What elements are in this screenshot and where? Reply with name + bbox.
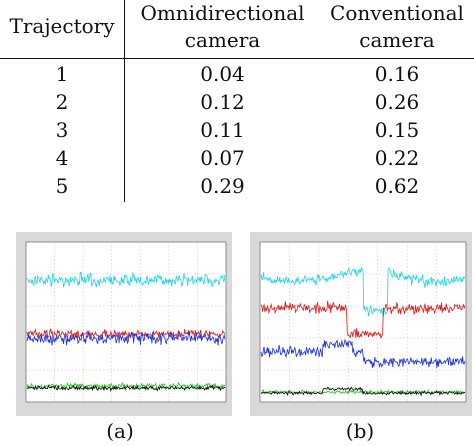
trace-cyan <box>26 271 226 288</box>
table-row: 2 0.12 0.26 <box>0 88 474 116</box>
trace-green <box>26 381 226 392</box>
caption-a: (a) <box>106 419 134 443</box>
header-rule <box>0 58 474 59</box>
cell-conv: 0.62 <box>374 174 420 198</box>
cell-trajectory: 4 <box>55 146 69 170</box>
table-header: Trajectory Omnidirectional camera Conven… <box>0 0 474 56</box>
header-omni: Omnidirectional camera <box>125 0 320 54</box>
cell-omni: 0.11 <box>200 118 245 142</box>
cell-omni: 0.04 <box>200 62 245 86</box>
table-row: 3 0.11 0.15 <box>0 116 474 144</box>
figure-a <box>6 228 234 416</box>
cell-conv: 0.16 <box>374 62 420 86</box>
cell-trajectory: 5 <box>55 174 69 198</box>
header-conv: Conventional camera <box>320 0 474 54</box>
cell-omni: 0.12 <box>200 90 245 114</box>
cell-trajectory: 3 <box>55 118 69 142</box>
header-trajectory: Trajectory <box>9 14 115 38</box>
header-conv-line1: Conventional <box>330 1 464 25</box>
cell-omni: 0.07 <box>200 146 245 170</box>
plot-a-grid <box>26 242 226 402</box>
table-row: 5 0.29 0.62 <box>0 172 474 200</box>
table-row: 1 0.04 0.16 <box>0 60 474 88</box>
plot-a <box>16 232 232 416</box>
cell-conv: 0.15 <box>374 118 420 142</box>
figure-b <box>246 228 474 416</box>
plot-a-series <box>26 271 226 393</box>
column-divider <box>124 0 125 202</box>
cell-trajectory: 2 <box>55 90 69 114</box>
header-omni-line2: camera <box>184 28 261 52</box>
trace-red <box>260 300 466 340</box>
cell-conv: 0.26 <box>374 90 420 114</box>
trace-blue <box>26 330 226 346</box>
trace-black <box>260 386 466 397</box>
plot-a-axes <box>25 241 227 403</box>
trace-cyan <box>260 266 466 317</box>
cell-trajectory: 1 <box>55 62 69 86</box>
caption-b: (b) <box>345 419 375 443</box>
plot-b-axes <box>259 241 467 403</box>
cell-omni: 0.29 <box>200 174 245 198</box>
cell-conv: 0.22 <box>374 146 420 170</box>
header-conv-line2: camera <box>359 28 435 52</box>
table-row: 4 0.07 0.22 <box>0 144 474 172</box>
header-omni-line1: Omnidirectional <box>140 1 305 25</box>
trace-black <box>26 384 226 393</box>
plot-b-series <box>260 266 466 397</box>
trace-red <box>26 328 226 341</box>
plot-b <box>250 232 472 416</box>
trace-blue <box>260 338 466 369</box>
